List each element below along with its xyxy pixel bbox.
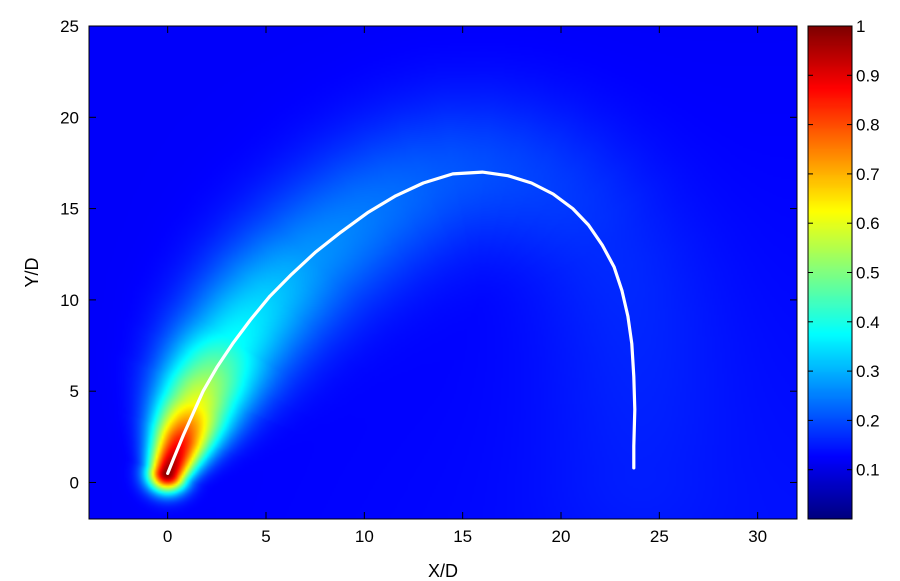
y-tick-label: 15 [60, 200, 79, 219]
x-tick-label: 20 [552, 527, 571, 546]
x-tick-label: 10 [355, 527, 374, 546]
x-axis-label: X/D [428, 561, 458, 581]
colorbar-tick-label: 0.1 [856, 461, 880, 480]
plot-frame [88, 25, 798, 520]
colorbar-tick-label: 0.9 [856, 66, 880, 85]
y-tick-label: 10 [60, 291, 79, 310]
y-tick-label: 0 [70, 473, 79, 492]
colorbar-tick-label: 0.3 [856, 362, 880, 381]
y-axis: 0 5 10 15 20 25 [60, 17, 797, 492]
y-tick-label: 25 [60, 17, 79, 36]
colorbar-tick-label: 0.8 [856, 116, 880, 135]
y-tick-label: 20 [60, 108, 79, 127]
colorbar-gradient [808, 26, 852, 519]
x-tick-label: 0 [163, 527, 172, 546]
heatmap-image [89, 26, 797, 519]
trajectory-line [166, 170, 637, 475]
x-axis: 0 5 10 15 20 25 30 [163, 26, 767, 546]
y-tick-label: 5 [70, 382, 79, 401]
colorbar-ticks: 0.1 0.2 0.3 0.4 0.5 0.6 0.7 0.8 0.9 1 [808, 17, 880, 480]
y-axis-label: Y/D [22, 257, 42, 287]
colorbar-tick-label: 0.6 [856, 214, 880, 233]
colorbar-tick-label: 1 [856, 17, 865, 36]
x-tick-label: 25 [650, 527, 669, 546]
x-tick-label: 30 [748, 527, 767, 546]
colorbar-tick-label: 0.7 [856, 165, 880, 184]
x-tick-label: 15 [453, 527, 472, 546]
x-tick-label: 5 [261, 527, 270, 546]
colorbar-tick-label: 0.4 [856, 313, 880, 332]
colorbar-tick-label: 0.5 [856, 264, 880, 283]
colorbar-tick-label: 0.2 [856, 411, 880, 430]
